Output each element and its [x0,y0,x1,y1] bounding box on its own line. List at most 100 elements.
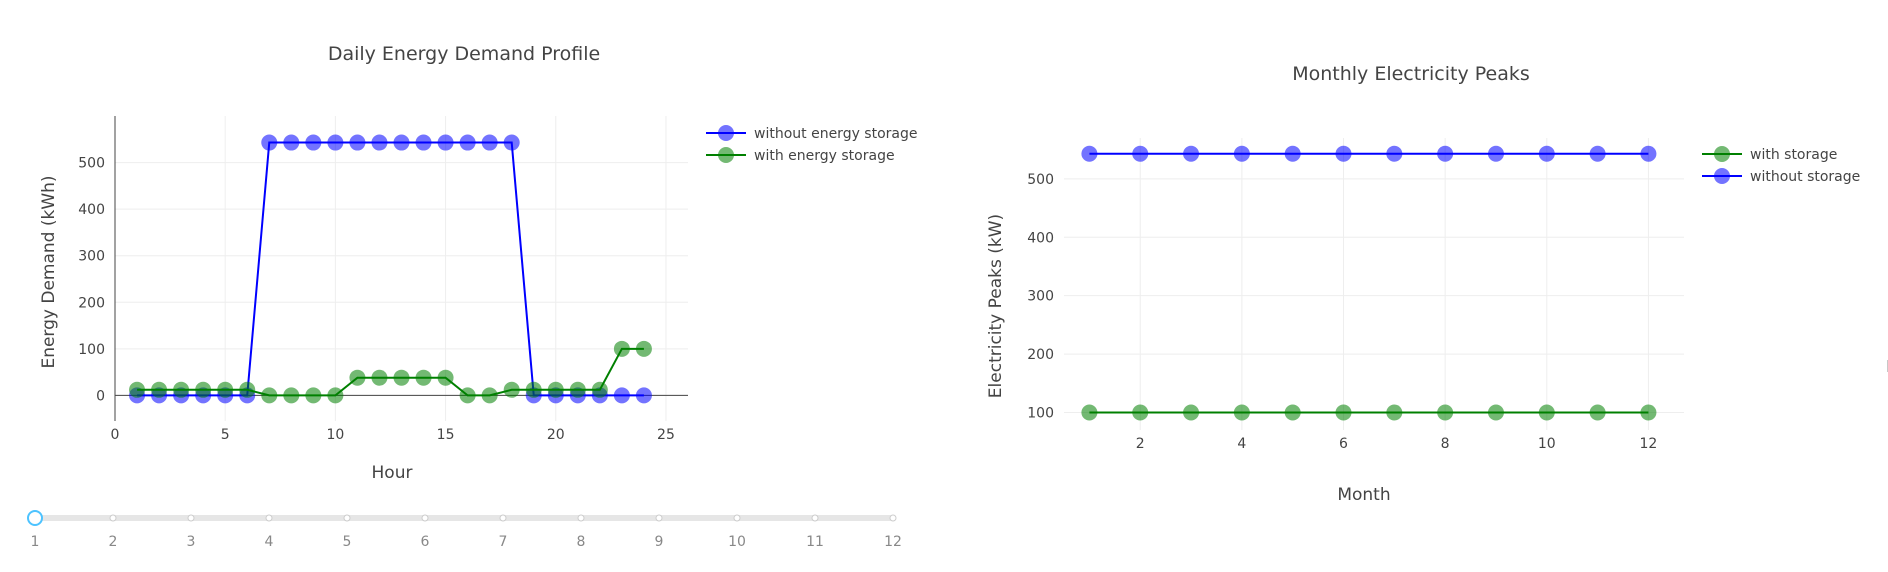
chart1-data-point [239,381,256,398]
chart1-ytick-label: 300 [78,249,105,265]
chart1-data-point [129,381,146,398]
chart2-data-point [1284,145,1301,162]
chart1-legend-label[interactable]: with energy storage [754,148,895,164]
chart2-data-point [1386,404,1403,421]
chart1-data-point [327,387,344,404]
chart2-data-point [1538,404,1555,421]
chart2-legend[interactable]: with storage without storage [1702,146,1860,185]
chart2-xtick-label: 4 [1237,436,1246,452]
chart1-data-point [371,369,388,386]
slider-step-label[interactable]: 3 [187,534,196,550]
slider-tick[interactable] [109,514,117,522]
chart2-data-point [1233,404,1250,421]
slider-step-label[interactable]: 1 [31,534,40,550]
slider-step-label[interactable]: 4 [265,534,274,550]
slider-handle[interactable] [27,510,43,526]
chart2-data-point [1640,145,1657,162]
chart1-data-point [261,134,278,151]
slider-step-label[interactable]: 12 [884,534,902,550]
slider-tick[interactable] [889,514,897,522]
chart2-data-point [1487,145,1504,162]
slider-step-label[interactable]: 8 [577,534,586,550]
chart1-legend-marker[interactable] [718,147,734,163]
hour-slider[interactable]: 1 2 3 4 5 6 7 8 9 10 11 12 [27,510,902,550]
chart2-data-point [1335,145,1352,162]
chart2-data-point [1487,404,1504,421]
chart1-ytick-label: 200 [78,295,105,311]
chart2-data-point [1538,145,1555,162]
chart1-data-point [459,387,476,404]
chart2-data-point [1640,404,1657,421]
chart2-data-point [1437,404,1454,421]
chart1-data-point [393,369,410,386]
chart1-xtick-label: 25 [657,427,675,443]
chart2-data-point [1081,404,1098,421]
slider-step-label[interactable]: 2 [109,534,118,550]
chart1-data-point [173,381,190,398]
chart1-data-point [547,381,564,398]
chart1-data-point [437,369,454,386]
chart2-legend-label[interactable]: without storage [1750,169,1860,185]
chart1-data-point [305,134,322,151]
chart1-data-point [503,381,520,398]
chart1-data-point [261,387,278,404]
slider-tick[interactable] [343,514,351,522]
chart1-data-point [481,387,498,404]
chart1-data-point [415,134,432,151]
slider-step-label[interactable]: 10 [728,534,746,550]
slider-tick[interactable] [499,514,507,522]
slider-tick[interactable] [187,514,195,522]
chart2-xlabel: Month [1337,485,1390,505]
chart1-data-point [195,381,212,398]
chart2-plot: 2 4 6 8 10 12 100 200 300 400 500 [1027,138,1684,452]
chart2-data-point [1183,145,1200,162]
slider-step-label[interactable]: 11 [806,534,824,550]
chart2-legend-label[interactable]: with storage [1750,147,1837,163]
slider-tick[interactable] [421,514,429,522]
chart2-legend-marker[interactable] [1714,146,1730,162]
chart2-ytick-label: 100 [1027,405,1054,421]
chart1-data-point [151,381,168,398]
slider-rail[interactable] [35,515,893,521]
slider-tick[interactable] [655,514,663,522]
chart1-data-point [437,134,454,151]
chart2-data-point [1233,145,1250,162]
chart2-ytick-label: 400 [1027,230,1054,246]
chart1-data-point [481,134,498,151]
chart2-data-point [1589,404,1606,421]
chart1-data-point [371,134,388,151]
chart1-data-point [283,387,300,404]
chart1-legend[interactable]: without energy storage with energy storag… [706,125,918,164]
chart2-xtick-label: 10 [1538,436,1556,452]
chart1-data-point [569,381,586,398]
chart2-xtick-label: 12 [1640,436,1658,452]
slider-tick[interactable] [265,514,273,522]
slider-step-label[interactable]: 5 [343,534,352,550]
chart2-data-point [1183,404,1200,421]
slider-tick[interactable] [811,514,819,522]
chart1-data-point [393,134,410,151]
chart2-data-point [1386,145,1403,162]
chart1-legend-label[interactable]: without energy storage [754,126,918,142]
chart1-xtick-label: 0 [111,427,120,443]
chart1-data-point [349,369,366,386]
chart1-data-point [635,387,652,404]
chart1-series-line [137,347,644,397]
slider-tick[interactable] [733,514,741,522]
chart1-legend-marker[interactable] [718,125,734,141]
chart1-data-point [327,134,344,151]
slider-step-label[interactable]: 9 [655,534,664,550]
slider-step-label[interactable]: 7 [499,534,508,550]
chart2-ylabel: Electricity Peaks (kW) [986,214,1006,398]
chart1-xlabel: Hour [372,463,413,483]
chart2-ytick-label: 300 [1027,289,1054,305]
chart2-title: Monthly Electricity Peaks [1292,63,1530,85]
chart2-data-point [1437,145,1454,162]
chart2-data-point [1589,145,1606,162]
chart1-data-point [503,134,520,151]
slider-tick[interactable] [577,514,585,522]
chart1-xtick-label: 5 [221,427,230,443]
slider-step-label[interactable]: 6 [421,534,430,550]
chart1-plot: 0 5 10 15 20 25 0 100 200 300 400 500 [78,116,688,443]
chart2-legend-marker[interactable] [1714,168,1730,184]
